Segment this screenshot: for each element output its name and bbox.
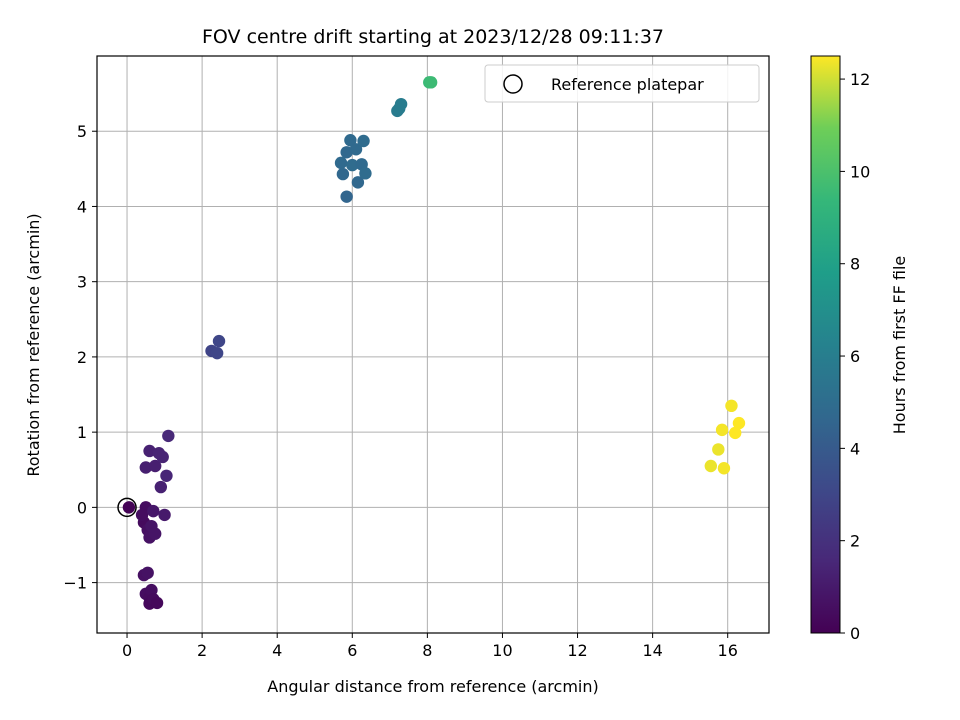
x-tick-label: 2	[197, 641, 207, 660]
colorbar-tick-label: 10	[850, 162, 870, 181]
data-point	[156, 450, 169, 464]
y-tick-label: 5	[77, 122, 87, 141]
data-point	[717, 462, 731, 475]
data-point	[725, 399, 738, 413]
y-tick-label: 2	[77, 348, 87, 367]
x-tick-label: 12	[567, 641, 587, 660]
reference-platepar-marker	[117, 497, 137, 518]
data-point	[729, 426, 742, 440]
data-point	[394, 97, 408, 111]
y-tick-label: 0	[77, 498, 87, 517]
data-point	[135, 508, 149, 522]
x-axis-ticks: 0 2 4 6 8 10 12 14 16	[122, 633, 738, 660]
data-point	[715, 423, 729, 437]
data-point	[424, 76, 438, 89]
legend: Reference platepar	[484, 64, 760, 103]
data-point	[704, 459, 718, 473]
data-point	[143, 444, 156, 458]
data-point	[162, 429, 175, 443]
data-point	[210, 346, 224, 360]
legend-box	[484, 64, 760, 103]
data-point	[357, 134, 370, 148]
data-point	[150, 596, 164, 610]
data-points	[117, 76, 746, 610]
y-tick-label: −1	[63, 574, 87, 593]
x-axis-label: Angular distance from reference (arcmin)	[267, 677, 598, 696]
legend-marker-reference	[503, 74, 523, 94]
grid-lines	[97, 56, 769, 633]
colorbar-tick-label: 2	[850, 532, 860, 551]
y-axis-ticks: −1 0 1 2 3 4 5	[63, 122, 97, 593]
data-point	[349, 143, 363, 156]
data-point	[712, 443, 725, 456]
colorbar-ticks: 0 2 4 6 8 10 12	[840, 70, 870, 643]
data-point	[212, 334, 226, 348]
chart-title: FOV centre drift starting at 2023/12/28 …	[202, 26, 664, 48]
colorbar-tick-label: 12	[850, 70, 870, 89]
data-point	[141, 566, 154, 580]
data-point	[122, 501, 136, 514]
colorbar-tick-label: 0	[850, 624, 860, 643]
y-tick-label: 3	[77, 273, 87, 292]
x-tick-label: 6	[347, 641, 357, 660]
legend-label-reference: Reference platepar	[551, 75, 704, 94]
data-point	[346, 158, 359, 172]
y-tick-label: 4	[77, 197, 87, 216]
colorbar: 0 2 4 6 8 10 12 Hours from first FF file	[810, 55, 909, 643]
x-tick-label: 16	[718, 641, 738, 660]
data-point	[334, 156, 348, 170]
y-tick-label: 1	[77, 423, 87, 442]
data-point	[340, 146, 353, 159]
data-point	[351, 176, 365, 189]
colorbar-tick-label: 4	[850, 439, 860, 458]
plot-frame	[96, 55, 770, 634]
x-tick-label: 0	[122, 641, 132, 660]
data-point	[148, 459, 162, 473]
data-point	[139, 461, 153, 474]
data-point	[336, 167, 350, 181]
colorbar-label: Hours from first FF file	[890, 256, 909, 435]
data-point	[154, 480, 168, 494]
x-tick-label: 8	[422, 641, 432, 660]
x-tick-label: 10	[492, 641, 512, 660]
data-point	[359, 167, 372, 180]
data-point	[340, 190, 353, 203]
data-point	[158, 508, 171, 522]
x-tick-label: 14	[642, 641, 662, 660]
colorbar-tick-label: 8	[850, 255, 860, 274]
data-point	[732, 416, 746, 430]
x-tick-label: 4	[272, 641, 282, 660]
colorbar-gradient	[810, 55, 841, 634]
data-point	[147, 504, 160, 518]
data-point	[344, 134, 357, 147]
y-axis-label: Rotation from reference (arcmin)	[24, 213, 43, 476]
data-point	[160, 469, 173, 482]
colorbar-tick-label: 6	[850, 347, 860, 366]
data-point	[145, 519, 158, 533]
